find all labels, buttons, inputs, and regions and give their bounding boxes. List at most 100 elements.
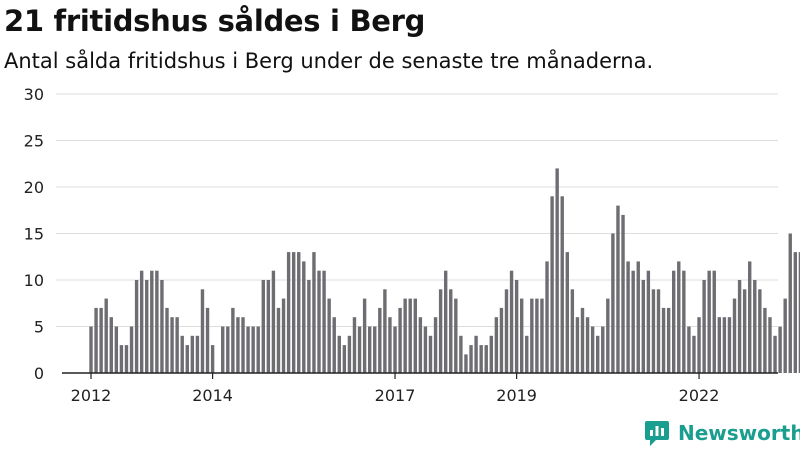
bar <box>636 261 640 373</box>
bar <box>150 270 154 373</box>
bar <box>661 307 666 373</box>
bar <box>682 270 686 373</box>
bar <box>768 317 772 373</box>
bar <box>722 317 727 373</box>
bar <box>281 298 286 373</box>
bar <box>94 307 98 373</box>
bar <box>428 335 433 373</box>
bar <box>555 168 559 373</box>
bar <box>423 326 428 373</box>
bar <box>474 335 478 373</box>
bar <box>322 270 326 373</box>
bar <box>651 289 656 373</box>
bar <box>748 261 752 373</box>
bar <box>373 326 377 373</box>
bar <box>347 335 352 373</box>
bar <box>352 317 357 373</box>
bar <box>226 326 230 373</box>
bar <box>580 307 585 373</box>
bar <box>616 205 620 373</box>
bar <box>504 289 509 373</box>
bar <box>499 307 504 373</box>
bar <box>601 326 605 373</box>
bar <box>266 280 271 373</box>
bar <box>778 326 782 373</box>
bar <box>317 270 321 373</box>
bar <box>702 280 706 373</box>
bar <box>560 196 564 373</box>
bar <box>433 317 438 373</box>
bar <box>666 307 671 373</box>
y-tick-label: 0 <box>34 364 44 383</box>
bar <box>677 261 681 373</box>
bar <box>175 317 179 373</box>
bar <box>697 317 701 373</box>
bar <box>231 307 235 373</box>
bar <box>484 345 488 373</box>
x-tick-label: 2017 <box>375 386 416 405</box>
bar <box>646 270 651 373</box>
bar <box>139 270 144 373</box>
bar <box>332 317 336 373</box>
bar <box>170 317 174 373</box>
bar <box>195 335 200 373</box>
bar <box>124 345 129 373</box>
bar <box>357 326 362 373</box>
bar <box>160 280 164 373</box>
bar <box>712 270 716 373</box>
bar <box>408 298 412 373</box>
bar <box>388 317 392 373</box>
bar <box>413 298 417 373</box>
bar <box>509 270 514 373</box>
bar <box>236 317 240 373</box>
bar <box>773 335 777 373</box>
bar <box>742 289 747 373</box>
bar <box>210 345 215 373</box>
bar <box>687 326 691 373</box>
bar <box>114 326 119 373</box>
newsworthy-logo-icon <box>645 421 669 446</box>
bar <box>585 317 590 373</box>
bar <box>378 307 382 373</box>
bar <box>575 317 580 373</box>
chart-subtitle: Antal sålda fritidshus i Berg under de s… <box>4 49 654 73</box>
bar <box>297 252 301 373</box>
bar <box>291 252 296 373</box>
y-tick-label: 30 <box>24 85 44 104</box>
y-tick-label: 5 <box>34 318 44 337</box>
bar <box>570 289 575 373</box>
bar <box>454 298 458 373</box>
bar <box>362 298 367 373</box>
bar <box>793 252 798 373</box>
bar <box>337 335 341 373</box>
bar <box>727 317 732 373</box>
bar <box>119 345 124 373</box>
bar <box>641 280 645 373</box>
y-tick-label: 10 <box>24 271 44 290</box>
bar <box>753 280 757 373</box>
bar <box>155 270 159 373</box>
bars <box>89 168 800 373</box>
bar <box>251 326 255 373</box>
bar <box>418 317 423 373</box>
bar <box>672 270 676 373</box>
bar <box>763 307 767 373</box>
bar <box>307 280 311 373</box>
bar <box>530 298 534 373</box>
bar <box>271 270 276 373</box>
bar <box>190 335 195 373</box>
x-tick-label: 2014 <box>192 386 233 405</box>
bar <box>469 345 473 373</box>
bar <box>383 289 387 373</box>
bar <box>783 298 787 373</box>
bar <box>717 317 722 373</box>
y-tick-label: 20 <box>24 178 44 197</box>
bar <box>590 326 595 373</box>
bar <box>246 326 250 373</box>
y-tick-label: 25 <box>24 132 44 151</box>
bar <box>185 345 189 373</box>
bar <box>443 270 448 373</box>
bar <box>129 326 134 373</box>
bar <box>145 280 149 373</box>
bar <box>134 280 139 373</box>
